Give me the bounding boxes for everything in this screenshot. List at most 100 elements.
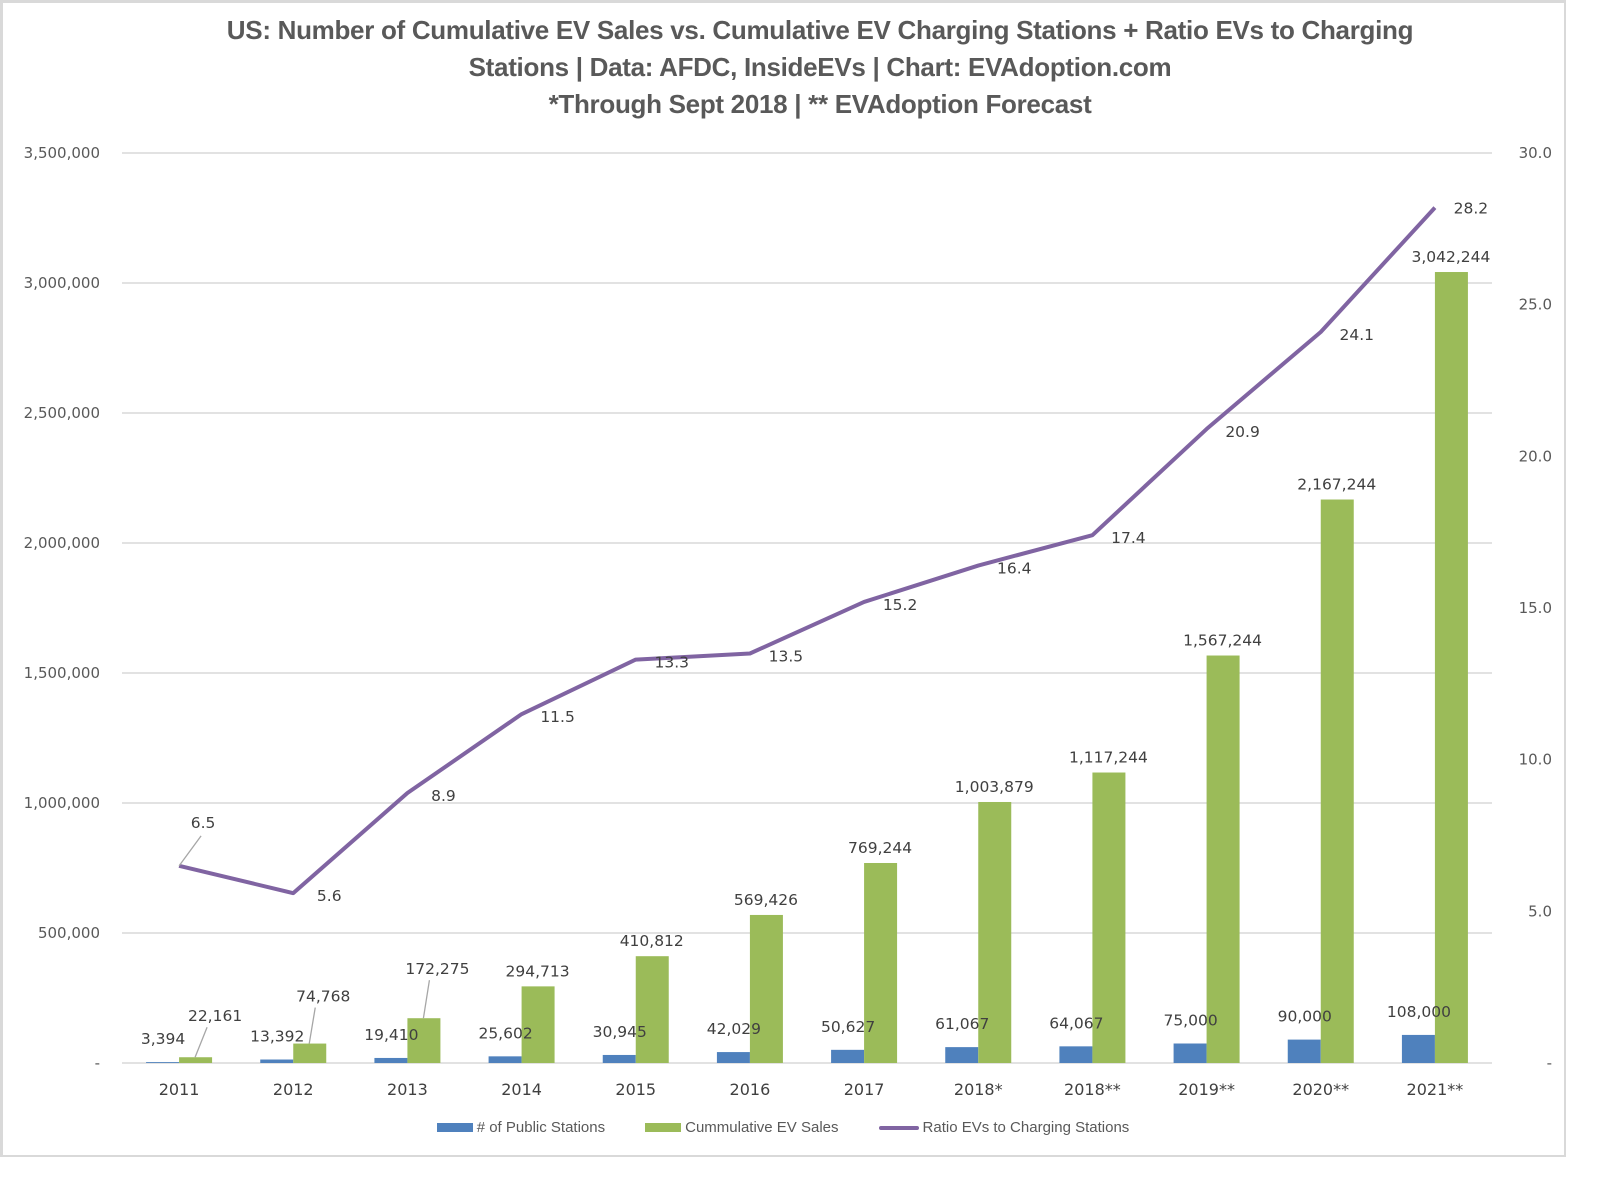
y-right-tick-label: 10.0	[1519, 751, 1552, 769]
bar-stations	[716, 1052, 750, 1063]
data-label-stations: 25,602	[478, 1024, 532, 1042]
data-label-sales: 569,426	[734, 891, 798, 909]
bar-sales	[864, 862, 898, 1063]
bar-sales	[749, 914, 783, 1063]
data-label-stations: 75,000	[1163, 1012, 1217, 1030]
chart-title: US: Number of Cumulative EV Sales vs. Cu…	[100, 12, 1540, 123]
legend-label-stations: # of Public Stations	[476, 1119, 606, 1136]
y-right-tick-label: 15.0	[1519, 599, 1552, 617]
legend-label-sales: Cummulative EV Sales	[685, 1119, 839, 1136]
data-label-sales: 769,244	[848, 839, 912, 857]
legend-swatch-sales	[645, 1123, 682, 1132]
data-label-sales: 172,275	[405, 960, 469, 978]
bar-stations	[831, 1049, 865, 1063]
x-tick-label: 2012	[273, 1080, 314, 1099]
bar-stations	[146, 1062, 180, 1063]
bar-sales	[407, 1018, 441, 1063]
data-label-sales: 294,713	[506, 962, 570, 980]
x-tick-label: 2015	[615, 1080, 656, 1099]
bar-sales	[978, 801, 1012, 1063]
data-label-sales: 3,042,244	[1411, 248, 1490, 266]
y-right-tick-label: 5.0	[1528, 902, 1552, 920]
ratio-line	[178, 206, 1437, 896]
bar-stations	[1287, 1039, 1321, 1063]
data-label-stations: 3,394	[141, 1030, 185, 1048]
data-label-ratio: 11.5	[540, 708, 575, 726]
y-left-tick-label: 1,000,000	[24, 794, 100, 812]
x-tick-label: 2020**	[1292, 1080, 1349, 1099]
bar-stations	[260, 1059, 294, 1063]
data-label-stations: 42,029	[707, 1020, 761, 1038]
bar-sales	[179, 1057, 213, 1063]
data-label-sales: 410,812	[620, 932, 684, 950]
title-line-1: US: Number of Cumulative EV Sales vs. Cu…	[226, 15, 1414, 45]
leader-line	[178, 835, 202, 867]
x-tick-label: 2013	[387, 1080, 428, 1099]
leader-line	[422, 980, 431, 1019]
data-label-stations: 61,067	[935, 1015, 989, 1033]
data-label-stations: 90,000	[1278, 1008, 1332, 1026]
x-tick-label: 2017	[844, 1080, 885, 1099]
bars	[146, 272, 1468, 1063]
bar-stations	[602, 1054, 636, 1063]
bar-stations	[374, 1057, 408, 1063]
y-right-tick-label: 30.0	[1519, 144, 1552, 162]
bar-stations	[1059, 1046, 1093, 1063]
x-tick-label: 2018**	[1064, 1080, 1121, 1099]
bar-sales	[1092, 772, 1126, 1063]
data-label-ratio: 28.2	[1454, 200, 1489, 218]
x-tick-label: 2014	[501, 1080, 542, 1099]
x-tick-label: 2019**	[1178, 1080, 1235, 1099]
data-label-ratio: 8.9	[431, 787, 456, 805]
legend-item-sales: Cummulative EV Sales	[645, 1119, 839, 1136]
bar-stations	[488, 1056, 522, 1063]
legend: # of Public Stations Cummulative EV Sale…	[0, 1119, 1566, 1136]
title-line-2: Stations | Data: AFDC, InsideEVs | Chart…	[468, 52, 1172, 82]
data-label-stations: 19,410	[364, 1026, 418, 1044]
y-right-tick-label: 20.0	[1519, 447, 1552, 465]
bar-stations	[945, 1047, 979, 1063]
legend-item-ratio: Ratio EVs to Charging Stations	[878, 1119, 1130, 1136]
data-label-sales: 2,167,244	[1297, 476, 1376, 494]
legend-swatch-stations	[436, 1123, 473, 1132]
bar-sales	[1320, 499, 1354, 1063]
data-label-stations: 13,392	[250, 1028, 304, 1046]
bar-sales	[293, 1043, 327, 1063]
bar-sales	[635, 956, 669, 1063]
data-label-ratio: 15.2	[883, 596, 918, 614]
y-left-tick-label: 1,500,000	[24, 664, 100, 682]
data-label-stations: 108,000	[1387, 1003, 1451, 1021]
data-label-sales: 74,768	[296, 988, 350, 1006]
x-tick-label: 2021**	[1407, 1080, 1464, 1099]
legend-label-ratio: Ratio EVs to Charging Stations	[922, 1119, 1130, 1136]
y-left-tick-label: 3,500,000	[24, 144, 100, 162]
leader-line	[194, 1026, 208, 1058]
data-label-stations: 64,067	[1049, 1014, 1103, 1032]
data-label-ratio: 17.4	[1111, 529, 1146, 547]
bar-sales	[1206, 655, 1240, 1063]
gridlines	[122, 152, 1492, 1064]
y-left-tick-label: 3,000,000	[24, 274, 100, 292]
legend-swatch-ratio	[878, 1125, 919, 1130]
y-left-tick-label: 2,500,000	[24, 404, 100, 422]
data-label-ratio: 20.9	[1225, 423, 1260, 441]
data-label-ratio: 5.6	[317, 887, 342, 905]
ratio-line-path	[178, 206, 1437, 896]
data-label-stations: 50,627	[821, 1018, 875, 1036]
data-label-sales: 22,161	[188, 1007, 242, 1025]
chart-frame	[0, 0, 1566, 1157]
y-right-tick-label: -	[1547, 1054, 1552, 1072]
x-tick-label: 2016	[730, 1080, 771, 1099]
y-axis-left: - 500,000 1,000,000 1,500,000 2,000,000 2,500…	[24, 144, 100, 1072]
x-tick-label: 2018*	[954, 1080, 1003, 1099]
data-label-sales: 1,567,244	[1183, 632, 1262, 650]
y-left-tick-label: 500,000	[38, 924, 100, 942]
data-label-ratio: 13.5	[769, 648, 804, 666]
leader-line	[308, 1007, 316, 1044]
y-left-tick-label: -	[95, 1054, 100, 1072]
x-axis: 2011 2012 2013 2014 2015 2016 2017 2018* 2018** 2…	[159, 1080, 1464, 1099]
data-label-stations: 30,945	[593, 1023, 647, 1041]
bar-stations	[1401, 1034, 1435, 1063]
